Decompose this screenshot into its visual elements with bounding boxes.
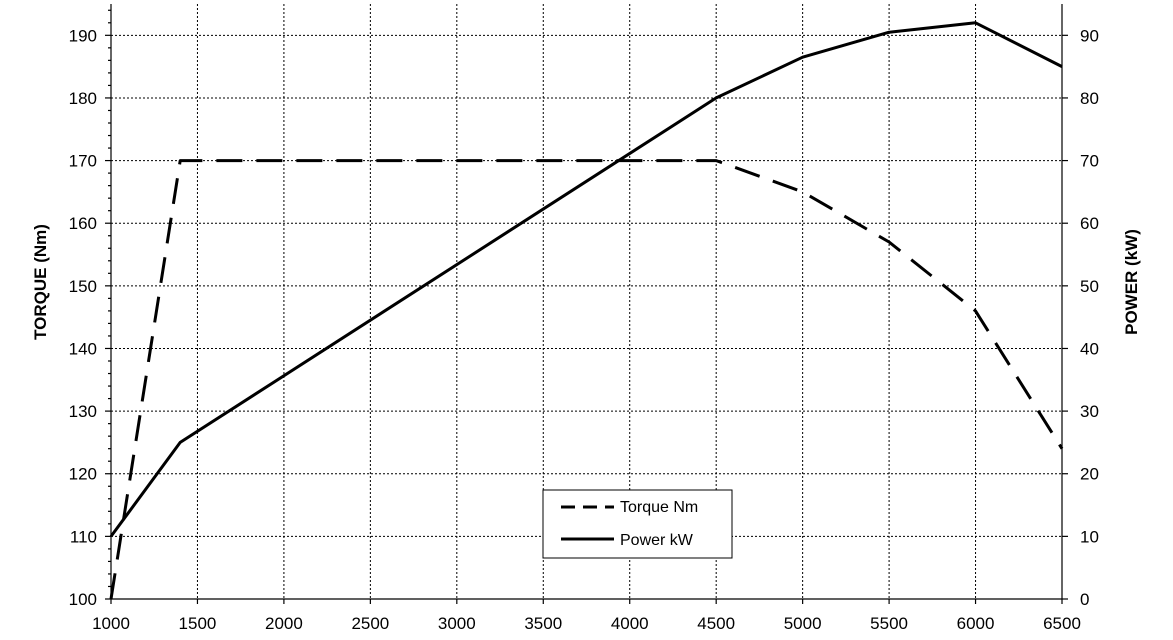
y-tick-label: 170 [69, 152, 97, 171]
y2-tick-label: 50 [1080, 277, 1099, 296]
y-axis-title: TORQUE (Nm) [31, 224, 50, 340]
x-tick-label: 1500 [179, 614, 217, 633]
y2-axis-ticks: 0 10 20 30 40 50 60 70 80 90 [1062, 26, 1099, 609]
y-tick-label: 130 [69, 402, 97, 421]
y-tick-label: 140 [69, 339, 97, 358]
x-tick-label: 6500 [1043, 614, 1081, 633]
x-tick-label: 6000 [957, 614, 995, 633]
x-tick-label: 2000 [265, 614, 303, 633]
y2-axis-title: POWER (kW) [1122, 229, 1141, 335]
series-line-power [109, 21, 1063, 538]
y-tick-label: 190 [69, 26, 97, 45]
y2-tick-label: 30 [1080, 402, 1099, 421]
x-tick-label: 4500 [697, 614, 735, 633]
y2-tick-label: 90 [1080, 26, 1099, 45]
y-axis-ticks: 100 110 120 130 140 150 160 170 180 190 [69, 9, 111, 609]
x-tick-label: 1000 [92, 614, 130, 633]
y2-tick-label: 0 [1080, 590, 1089, 609]
x-tick-label: 3000 [438, 614, 476, 633]
y2-tick-label: 60 [1080, 214, 1099, 233]
y-tick-label: 150 [69, 277, 97, 296]
x-tick-label: 2500 [351, 614, 389, 633]
y2-tick-label: 10 [1080, 527, 1099, 546]
x-tick-label: 5500 [870, 614, 908, 633]
y-tick-label: 110 [70, 527, 97, 546]
y2-tick-label: 70 [1080, 152, 1099, 171]
x-tick-label: 4000 [611, 614, 649, 633]
x-tick-label: 3500 [524, 614, 562, 633]
y2-tick-label: 40 [1080, 339, 1099, 358]
series [109, 21, 1064, 600]
y-tick-label: 120 [69, 465, 97, 484]
y2-tick-label: 80 [1080, 89, 1099, 108]
legend-label-torque: Torque Nm [620, 499, 698, 516]
y-tick-label: 100 [69, 590, 97, 609]
axes [110, 4, 1063, 600]
legend-box [542, 489, 733, 559]
x-axis-ticks: 1000 1500 2000 2500 3000 3500 4000 4500 5000 5500… [92, 599, 1081, 633]
legend-label-power: Power kW [620, 532, 694, 549]
y-tick-label: 160 [69, 214, 97, 233]
x-tick-label: 5000 [784, 614, 822, 633]
grid [111, 4, 1062, 599]
series-line-torque [109, 159, 1064, 600]
y-tick-label: 180 [69, 89, 97, 108]
y2-tick-label: 20 [1080, 465, 1099, 484]
legend: Torque Nm Power kW [542, 489, 733, 559]
